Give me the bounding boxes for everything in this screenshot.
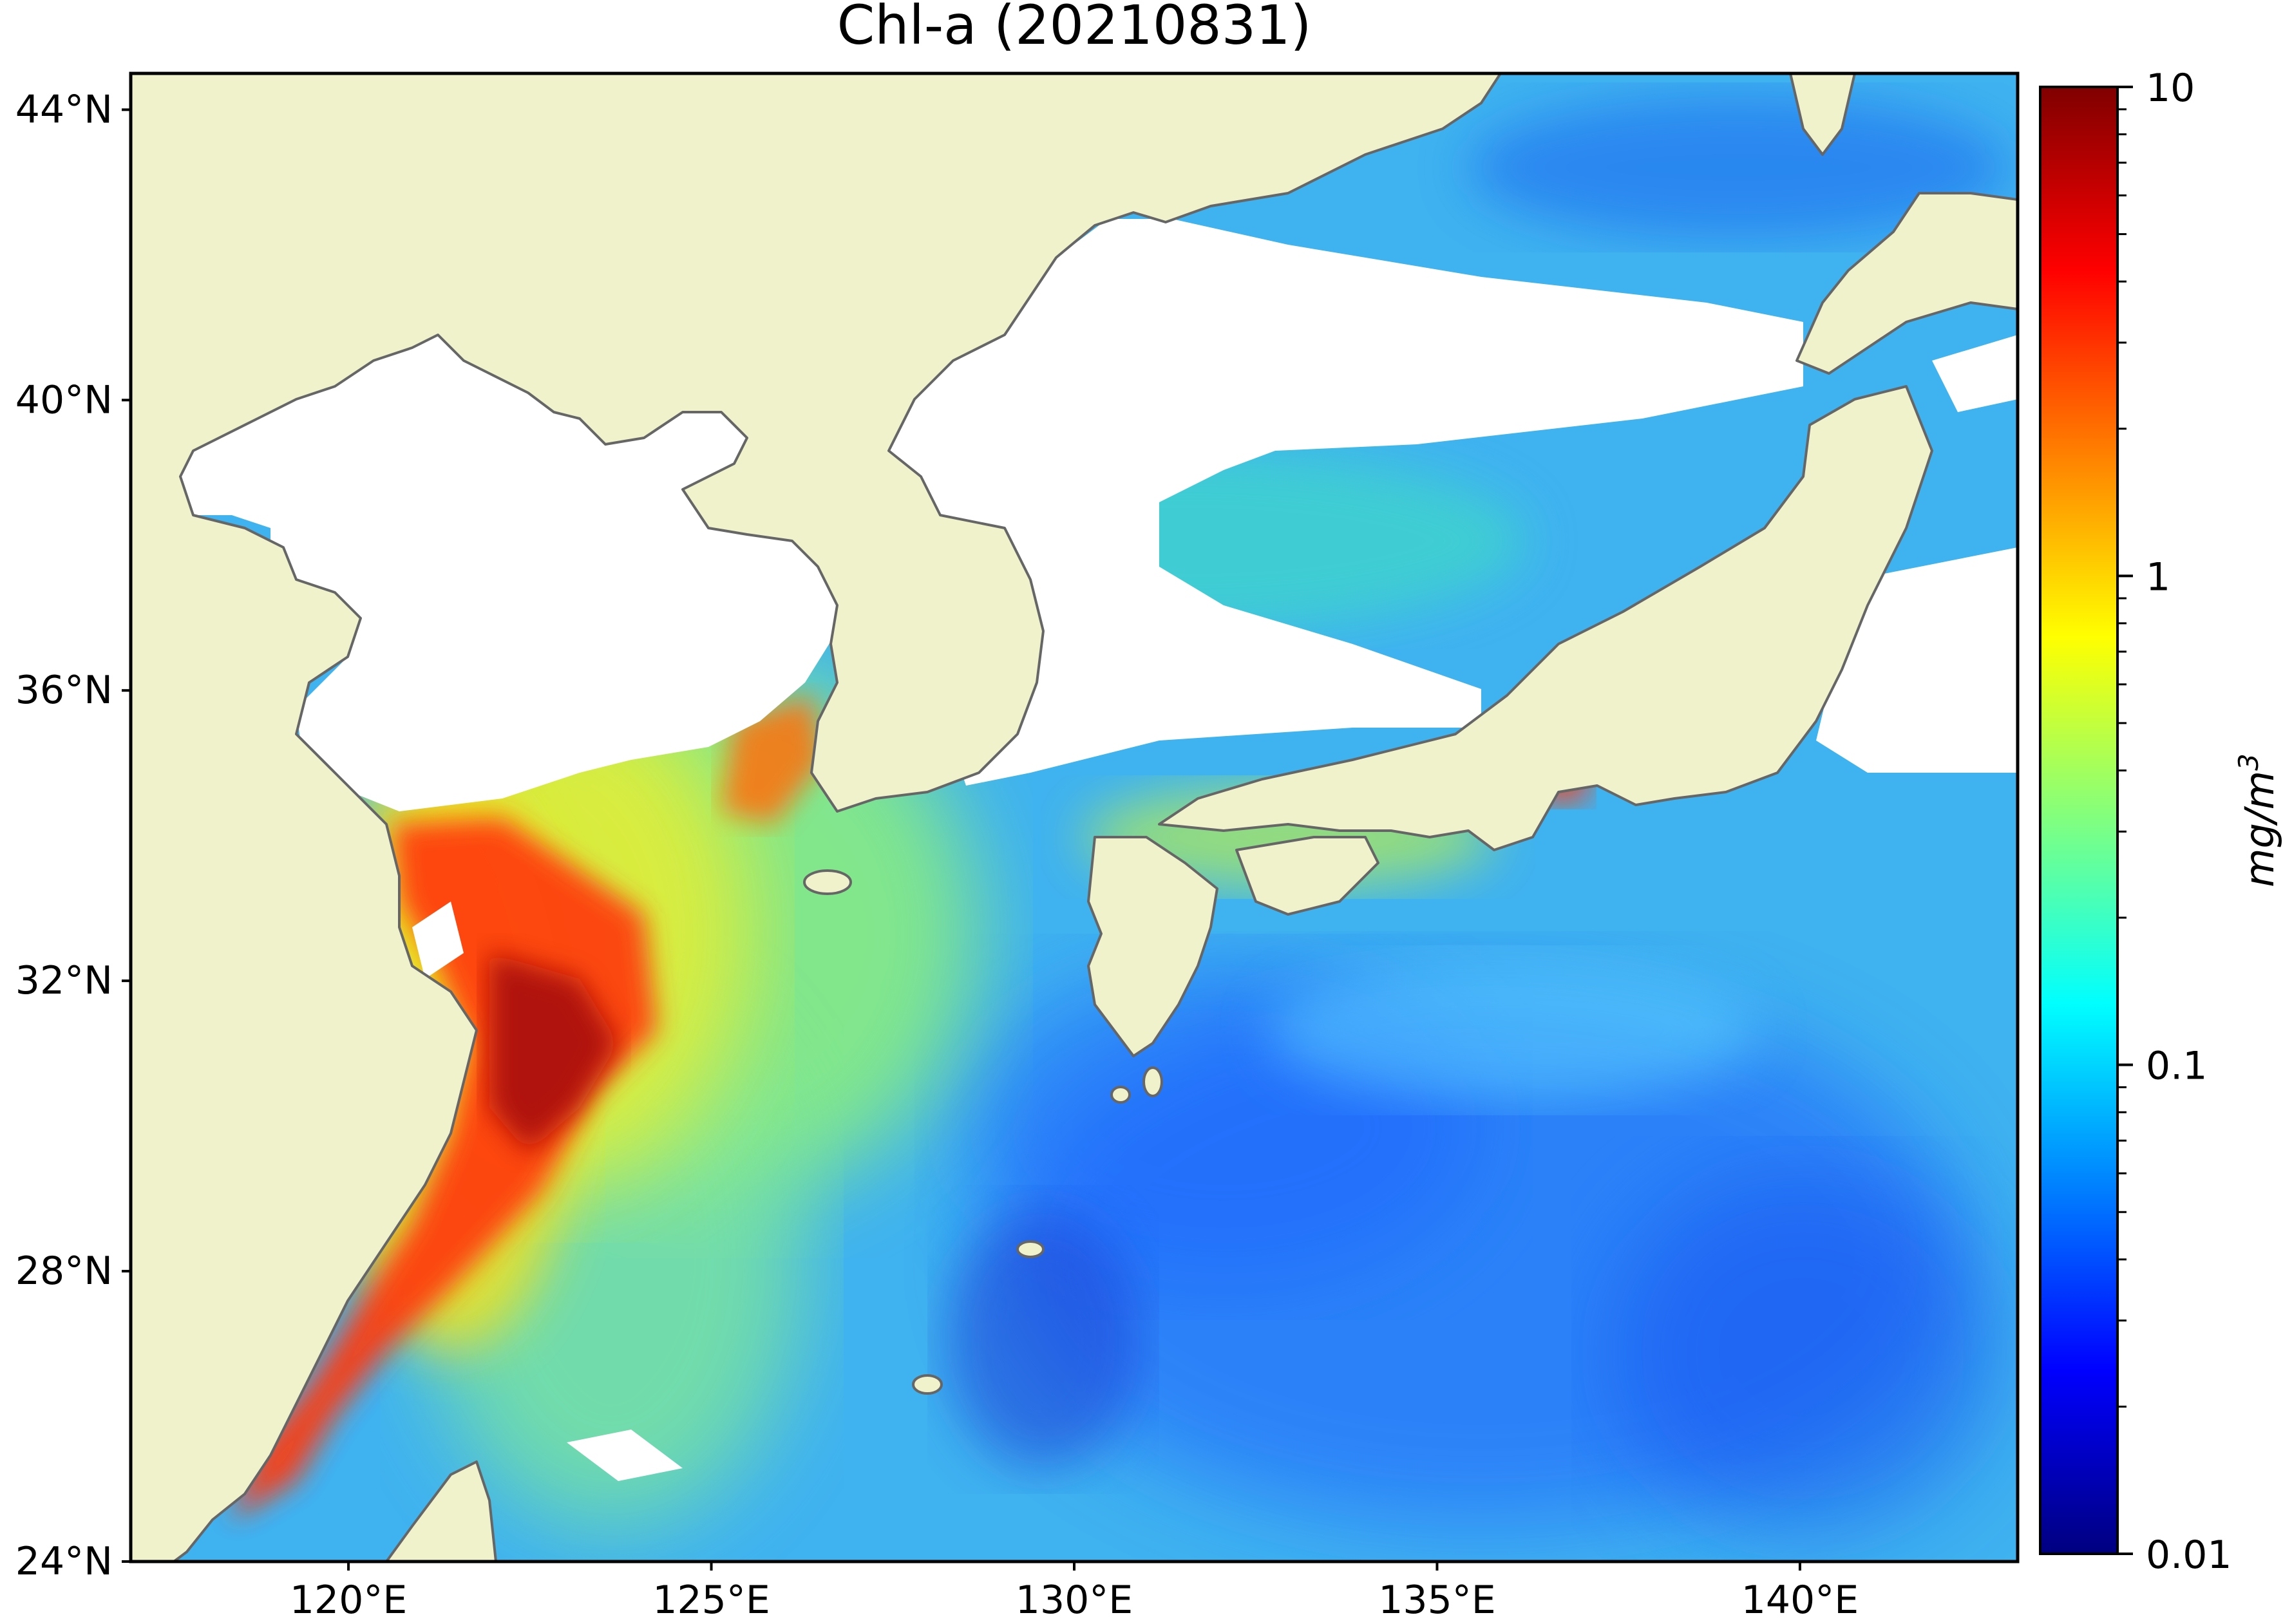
colorbar-tick-label: 1	[2146, 554, 2170, 600]
amami-island	[1016, 1240, 1045, 1258]
lat-tick-label: 40°N	[15, 377, 113, 422]
landmass	[131, 73, 2018, 1562]
colorbar-label: mg/m3	[2233, 753, 2283, 887]
lon-tick-label: 140°E	[1741, 1578, 1859, 1623]
map-panel	[131, 73, 2018, 1562]
colorbar-label-superscript: 3	[2233, 753, 2264, 771]
lat-tick-label: 28°N	[15, 1249, 113, 1294]
yakushima-island	[1110, 1086, 1131, 1104]
shikoku	[1235, 836, 1379, 916]
jeju-island	[803, 869, 852, 895]
colorbar-gradient	[2039, 86, 2119, 1555]
sakhalin	[1789, 73, 1856, 156]
lat-tick-label: 32°N	[15, 958, 113, 1003]
colorbar-tick-label: 10	[2146, 66, 2195, 111]
kyushu	[1087, 836, 1218, 1057]
lat-tick-label: 24°N	[15, 1539, 113, 1584]
latitude-axis: 44°N 40°N 36°N 32°N 28°N 24°N	[15, 87, 131, 1584]
colorbar-tick-label: 0.01	[2146, 1533, 2232, 1578]
lat-tick-label: 44°N	[15, 87, 113, 132]
lon-tick-label: 135°E	[1378, 1578, 1495, 1623]
okinawa-island	[912, 1374, 943, 1395]
honshu	[1158, 385, 1933, 851]
colorbar: 10 1 0.1 0.01 mg/m3	[2039, 66, 2283, 1578]
map-title: Chl-a (20210831)	[837, 0, 1312, 57]
tanegashima-island	[1142, 1066, 1163, 1097]
mainland-asia	[131, 73, 1502, 1562]
lon-tick-label: 120°E	[290, 1578, 407, 1623]
lon-tick-label: 125°E	[652, 1578, 770, 1623]
longitude-axis: 120°E 125°E 130°E 135°E 140°E	[290, 1562, 1859, 1623]
hokkaido	[1795, 192, 2018, 375]
lat-tick-label: 36°N	[15, 668, 113, 713]
colorbar-tick-label: 0.1	[2146, 1044, 2207, 1089]
lon-tick-label: 130°E	[1016, 1578, 1133, 1623]
taiwan	[385, 1460, 497, 1562]
colorbar-ticks: 10 1 0.1 0.01	[2117, 66, 2232, 1578]
cloud-cover	[174, 219, 2018, 1481]
